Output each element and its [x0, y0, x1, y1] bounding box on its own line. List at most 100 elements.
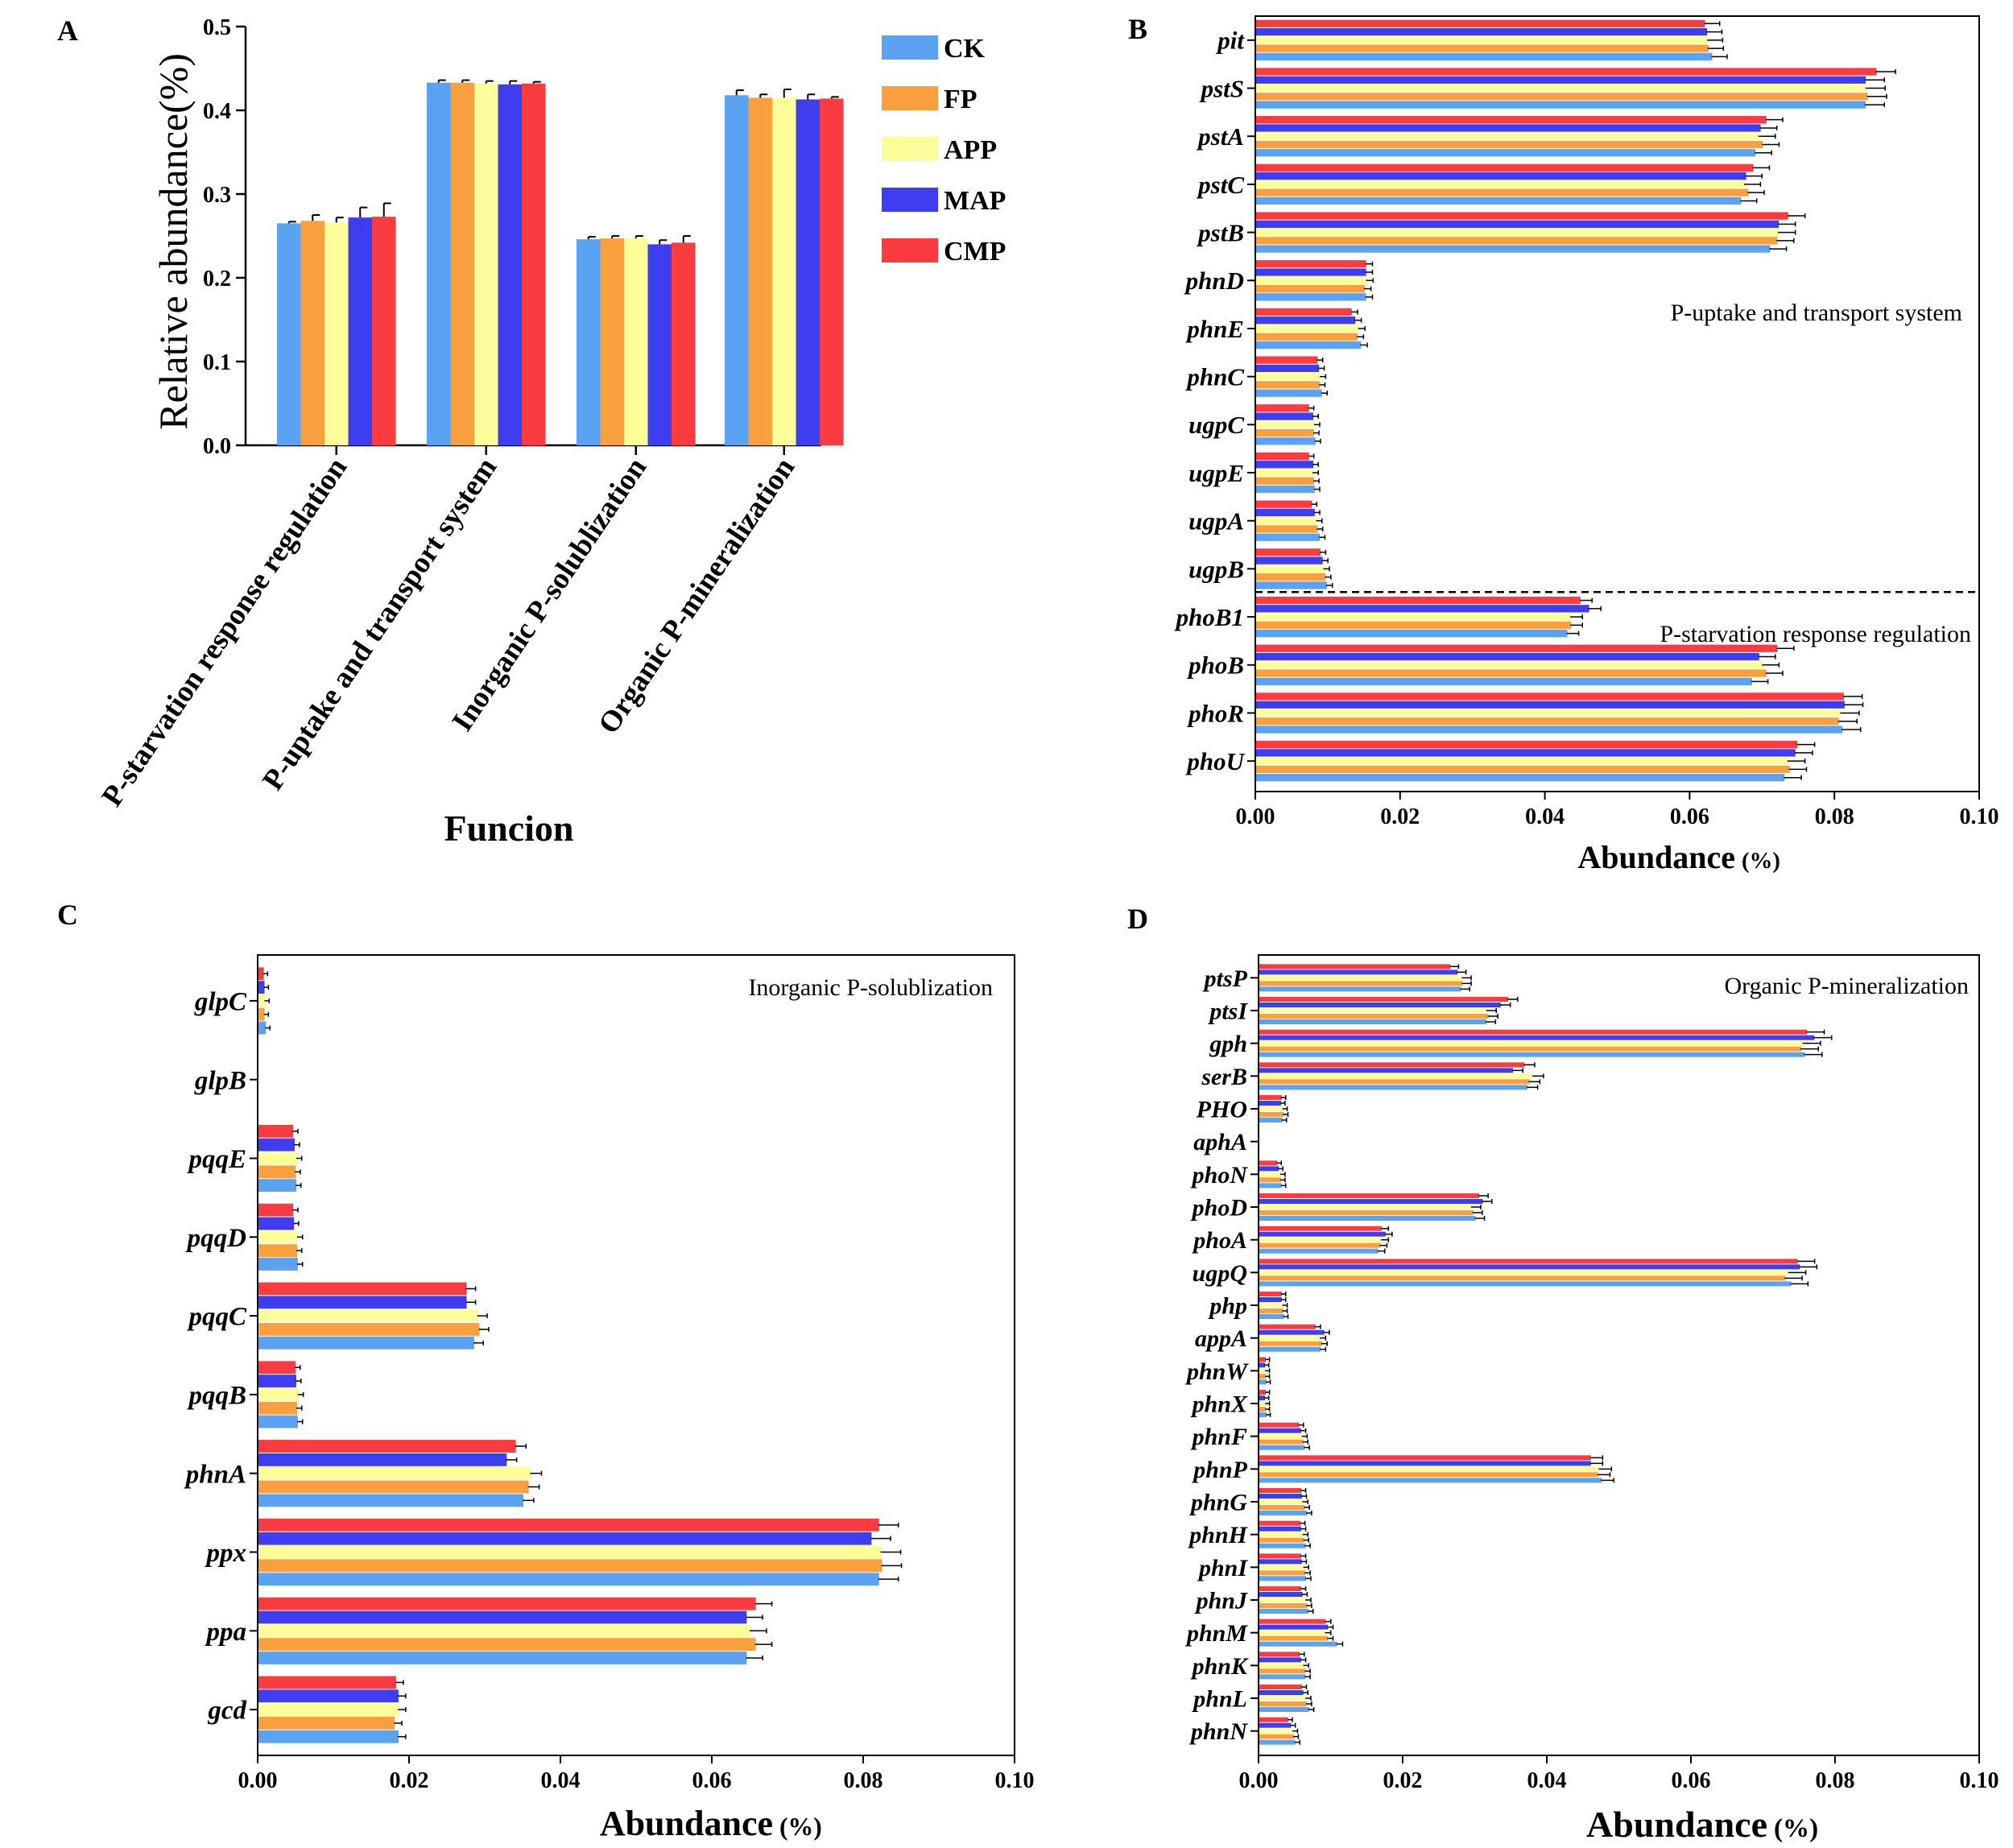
- legend-label-FP: FP: [944, 85, 978, 114]
- bar-FP-6: [258, 1480, 529, 1494]
- bar-CMP-2: [258, 1124, 294, 1138]
- bar-CMP-6: [258, 1440, 516, 1453]
- bar-CK-21: [1259, 1674, 1306, 1680]
- bar-FP-3: [1259, 1079, 1530, 1085]
- x-tick-label: 0.08: [1815, 804, 1854, 829]
- bar-CK-6: [1256, 341, 1362, 349]
- bar-FP-19: [1259, 1602, 1308, 1608]
- bar-CK-14: [1259, 1445, 1305, 1450]
- bar-FP-1: [1259, 1013, 1489, 1019]
- bar-CK-3: [1259, 1085, 1527, 1090]
- bar-CK-13: [1256, 677, 1752, 685]
- category-label: pstS: [1199, 74, 1244, 102]
- category-label: ptsI: [1207, 998, 1248, 1025]
- bar-FP-12: [1259, 1374, 1267, 1379]
- bar-MAP-6: [1256, 316, 1356, 325]
- bar-CMP-4: [1256, 212, 1788, 220]
- bar-CMP-1: [1259, 997, 1508, 1003]
- panel-letter: D: [1127, 903, 1148, 935]
- bar-APP-7: [1256, 373, 1321, 381]
- bar-FP-2: [258, 1165, 296, 1179]
- bar-CK-22: [1259, 1706, 1309, 1712]
- bar-MAP-13: [1259, 1395, 1266, 1401]
- y-axis-label: Relative abundance(%): [151, 53, 196, 430]
- bar-CMP-23: [1259, 1717, 1288, 1722]
- category-label: phnC: [1184, 363, 1244, 391]
- category-label: phnX: [1190, 1391, 1248, 1418]
- bar-FP-3: [258, 1244, 297, 1258]
- bar-APP-1: [1256, 84, 1866, 93]
- bar-CK-9: [1256, 485, 1315, 494]
- category-label: phnL: [1191, 1686, 1247, 1713]
- bar-FP-4: [1256, 237, 1778, 245]
- legend-label-APP: APP: [944, 135, 997, 165]
- bar-CK-0: [1259, 986, 1461, 992]
- bar-CMP-2: [1256, 116, 1767, 124]
- legend-swatch-FP: [882, 86, 938, 110]
- x-axis-label: Abundance: [1586, 1804, 1767, 1845]
- bar-APP-9: [1256, 469, 1314, 477]
- bar-APP-6: [1259, 1172, 1281, 1177]
- bar-CK-11: [1259, 1346, 1321, 1352]
- bar-CK-4: [258, 1336, 474, 1350]
- bar-MAP-7: [258, 1532, 872, 1545]
- bar-CK-6: [1259, 1183, 1282, 1189]
- y-tick-label: 0.1: [203, 350, 231, 375]
- bar-MAP-12: [1256, 605, 1589, 613]
- bar-FP-16: [1259, 1504, 1305, 1510]
- bar-MAP-6: [1259, 1166, 1279, 1172]
- category-label: phnF: [1190, 1424, 1247, 1450]
- x-axis-unit: (%): [779, 1813, 822, 1841]
- panel-letter: B: [1128, 13, 1147, 45]
- y-tick-label: 0.0: [203, 434, 231, 459]
- bar-CMP-4: [258, 1282, 467, 1296]
- bar-FP-15: [1256, 765, 1790, 774]
- bar-APP-15: [1256, 757, 1788, 765]
- category-label: php: [1207, 1293, 1247, 1320]
- bar-MAP-9: [258, 1689, 399, 1703]
- bar-CMP-19: [1259, 1586, 1301, 1592]
- bar-CMP-3: [1259, 1062, 1525, 1068]
- bar-FP-17: [1259, 1537, 1304, 1543]
- category-label: ugpA: [1188, 507, 1244, 535]
- bar-APP-4: [258, 1309, 478, 1323]
- bar-MAP-13: [1256, 652, 1759, 661]
- bar-MAP-21: [1259, 1657, 1301, 1663]
- bar-MAP-1: [1256, 76, 1866, 84]
- category-label: PHO: [1196, 1097, 1247, 1123]
- bar-APP-5: [1256, 276, 1367, 284]
- bar-MAP-14: [1259, 1428, 1301, 1433]
- bar-APP-13: [1256, 661, 1763, 669]
- bar-FP-2: [1256, 140, 1763, 149]
- bar-CK-15: [1256, 774, 1785, 782]
- bar-FP-9: [1259, 1275, 1786, 1281]
- bar-APP-0: [1256, 36, 1708, 44]
- bar-FP-3: [748, 97, 772, 446]
- category-label: ugpC: [1188, 411, 1244, 439]
- bar-CMP-10: [1259, 1292, 1282, 1297]
- bar-FP-2: [1259, 1046, 1802, 1052]
- category-label: phnP: [1191, 1457, 1247, 1483]
- bar-CMP-5: [258, 1361, 296, 1375]
- bar-APP-19: [1259, 1598, 1307, 1602]
- bar-FP-12: [1256, 621, 1572, 629]
- category-label: pstA: [1196, 122, 1244, 151]
- category-label: glpB: [194, 1066, 246, 1095]
- x-tick-label: 0.08: [844, 1768, 883, 1793]
- category-label: phoD: [1190, 1195, 1247, 1222]
- bar-FP-0: [1256, 44, 1709, 52]
- bar-CK-8: [1256, 437, 1316, 445]
- bar-APP-3: [1259, 1073, 1534, 1079]
- bar-FP-2: [600, 238, 624, 445]
- x-tick-label: 0.00: [1236, 804, 1275, 829]
- bar-CMP-4: [1259, 1095, 1282, 1101]
- category-label: phnA: [184, 1460, 246, 1489]
- bar-FP-0: [300, 221, 324, 445]
- x-tick-label: 0.04: [541, 1768, 581, 1793]
- bar-APP-11: [1259, 1335, 1321, 1341]
- y-tick-label: 0.3: [203, 183, 231, 208]
- bar-MAP-3: [1259, 1068, 1514, 1073]
